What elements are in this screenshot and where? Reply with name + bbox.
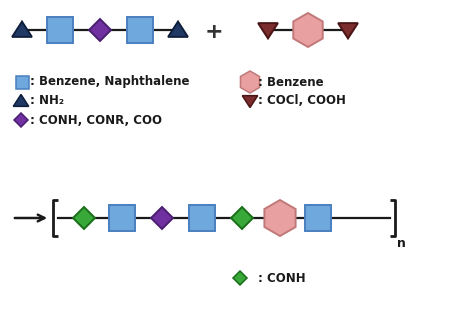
- Text: n: n: [397, 237, 406, 250]
- Polygon shape: [89, 19, 111, 41]
- Text: : CONH: : CONH: [258, 271, 306, 285]
- Text: +: +: [205, 22, 223, 42]
- Polygon shape: [264, 200, 296, 236]
- Polygon shape: [338, 23, 358, 38]
- Text: : CONH, CONR, COO: : CONH, CONR, COO: [30, 114, 162, 127]
- Polygon shape: [168, 22, 188, 37]
- Polygon shape: [241, 71, 260, 93]
- Polygon shape: [109, 205, 135, 231]
- Polygon shape: [73, 207, 95, 229]
- Polygon shape: [13, 94, 29, 106]
- Polygon shape: [293, 13, 323, 47]
- Polygon shape: [127, 17, 153, 43]
- Polygon shape: [47, 17, 73, 43]
- Polygon shape: [242, 96, 258, 108]
- Text: : COCl, COOH: : COCl, COOH: [258, 94, 346, 108]
- Text: : Benzene: : Benzene: [258, 76, 324, 88]
- Polygon shape: [258, 23, 278, 38]
- Polygon shape: [15, 76, 29, 88]
- Polygon shape: [305, 205, 331, 231]
- Polygon shape: [12, 22, 32, 37]
- Polygon shape: [151, 207, 173, 229]
- Polygon shape: [231, 207, 253, 229]
- Text: : NH₂: : NH₂: [30, 94, 64, 108]
- Text: : Benzene, Naphthalene: : Benzene, Naphthalene: [30, 76, 189, 88]
- Polygon shape: [14, 113, 28, 127]
- Polygon shape: [189, 205, 215, 231]
- Polygon shape: [233, 271, 247, 285]
